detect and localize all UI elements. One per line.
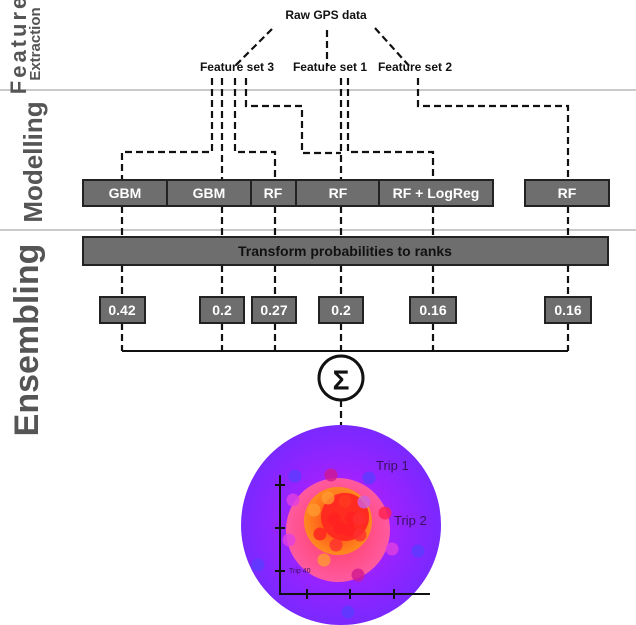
raw-gps-data: Raw GPS data: [285, 8, 367, 22]
model-box-gbm-2: GBM: [166, 179, 252, 207]
trip-dot: [357, 495, 371, 509]
sigma-icon: Σ: [333, 365, 350, 396]
svg-text:RF: RF: [329, 185, 348, 201]
trip-dot: [352, 512, 366, 526]
trip-similarity-plot: Trip 1 Trip 2 Trip 40: [241, 425, 441, 625]
svg-text:0.42: 0.42: [108, 302, 135, 318]
trip-dot: [321, 491, 335, 505]
svg-text:Transform probabilities to ran: Transform probabilities to ranks: [238, 243, 452, 259]
trip-dot: [338, 494, 352, 508]
trip-dot: [324, 468, 338, 482]
trip-dot: [362, 471, 376, 485]
weight-box: 0.2: [318, 296, 364, 324]
svg-text:0.16: 0.16: [419, 302, 446, 318]
svg-text:0.27: 0.27: [260, 302, 287, 318]
trip-dot: [282, 533, 296, 547]
trip-dot: [286, 493, 300, 507]
svg-text:RF: RF: [264, 185, 283, 201]
trip-dot: [385, 542, 399, 556]
section-label-modelling: Modelling: [18, 101, 48, 222]
weight-box: 0.16: [544, 296, 592, 324]
weight-box: 0.27: [251, 296, 297, 324]
svg-text:GBM: GBM: [109, 185, 142, 201]
svg-text:0.16: 0.16: [554, 302, 581, 318]
weights-row: 0.42 0.2 0.27 0.2 0.16 0.16: [99, 296, 592, 324]
trip-dot: [411, 544, 425, 558]
trip-dot: [288, 469, 302, 483]
model-box-rf-logreg: RF + LogReg: [378, 179, 494, 207]
svg-text:0.2: 0.2: [331, 302, 351, 318]
svg-text:RF + LogReg: RF + LogReg: [393, 185, 480, 201]
trip-40-label: Trip 40: [289, 568, 311, 575]
trip-dot: [353, 528, 367, 542]
section-label-extraction: Extraction: [27, 7, 44, 80]
weight-box: 0.42: [99, 296, 146, 324]
trip-dot: [251, 558, 265, 572]
trip-dot: [329, 538, 343, 552]
connectors: [120, 27, 570, 430]
model-box-gbm-1: GBM: [82, 179, 168, 207]
weight-box: 0.16: [409, 296, 457, 324]
svg-text:RF: RF: [558, 185, 577, 201]
weight-box: 0.2: [199, 296, 245, 324]
model-box-rf-3: RF: [524, 179, 610, 207]
svg-text:GBM: GBM: [193, 185, 226, 201]
trip-dot: [342, 523, 356, 537]
section-label-ensembling: Ensembling: [8, 244, 46, 437]
model-box-rf-1: RF: [250, 179, 297, 207]
feature-set-2: Feature set 2: [378, 60, 452, 74]
transform-bar: Transform probabilities to ranks: [82, 236, 609, 266]
svg-text:0.2: 0.2: [212, 302, 232, 318]
feature-set-1: Feature set 1: [293, 60, 367, 74]
trip-dot: [313, 527, 327, 541]
model-row: GBM GBM RF RF RF + LogReg RF: [82, 179, 610, 207]
feature-set-3: Feature set 3: [200, 60, 274, 74]
trip-2-label: Trip 2: [394, 513, 427, 528]
trip-dot: [307, 503, 321, 517]
trip-dot: [351, 568, 365, 582]
trip-dot: [378, 506, 392, 520]
trip-dot: [341, 605, 355, 619]
section-label-feature: Feature: [6, 0, 31, 94]
trip-dot: [317, 553, 331, 567]
model-box-rf-2: RF: [295, 179, 380, 207]
trip-1-label: Trip 1: [376, 458, 409, 473]
sum-node: Σ: [317, 354, 365, 402]
